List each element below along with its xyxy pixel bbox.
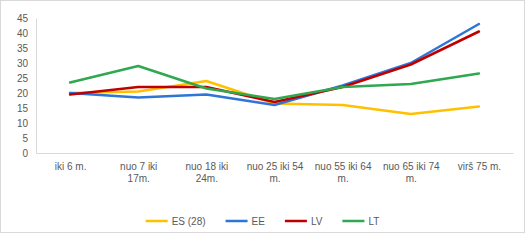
y-tick-label: 0 <box>22 148 28 159</box>
legend-item: ES (28) <box>146 216 206 227</box>
x-tick: nuo 55 iki 64m. <box>315 153 372 184</box>
y-tick: 0 <box>22 148 36 159</box>
plot-area <box>70 24 479 114</box>
y-tick: 35 <box>17 43 36 54</box>
y-tick-label: 5 <box>22 133 28 144</box>
x-tick: nuo 18 iki24m. <box>185 153 228 184</box>
x-tick: nuo 65 iki 74m. <box>383 153 440 184</box>
legend-swatch <box>146 220 168 223</box>
y-tick-label: 30 <box>17 58 29 69</box>
x-tick-label: nuo 55 iki 64m. <box>315 161 372 184</box>
legend-label: LT <box>368 216 379 227</box>
y-tick: 10 <box>17 118 36 129</box>
legend-label: EE <box>252 216 266 227</box>
x-tick-label: virš 75 m. <box>458 161 501 172</box>
chart-frame <box>1 1 525 233</box>
y-tick-label: 40 <box>17 28 29 39</box>
y-axis: 0 5 10 15 20 25 30 35 40 45 <box>17 13 37 159</box>
legend-swatch <box>342 220 364 223</box>
x-axis: iki 6 m. nuo 7 iki17m. nuo 18 iki24m. nuo 2… <box>37 153 514 184</box>
legend-item: LT <box>342 216 379 227</box>
legend-swatch <box>285 220 307 223</box>
legend-swatch <box>226 220 248 223</box>
legend-label: ES (28) <box>172 216 206 227</box>
x-tick-label: nuo 7 iki17m. <box>120 161 157 184</box>
series-line <box>70 66 479 99</box>
legend: ES (28) EE LV LT <box>146 216 380 227</box>
y-tick: 20 <box>17 88 36 99</box>
y-axis-line <box>36 19 37 154</box>
x-tick: virš 75 m. <box>458 153 501 172</box>
y-tick: 40 <box>17 28 36 39</box>
x-tick: iki 6 m. <box>55 153 87 172</box>
y-tick-label: 20 <box>17 88 29 99</box>
legend-item: LV <box>285 216 323 227</box>
y-tick: 30 <box>17 58 36 69</box>
legend-item: EE <box>226 216 266 227</box>
y-tick-label: 15 <box>17 103 29 114</box>
x-axis-line <box>37 153 514 154</box>
y-tick-label: 25 <box>17 73 29 84</box>
y-tick: 15 <box>17 103 36 114</box>
y-tick-label: 35 <box>17 43 29 54</box>
y-tick-label: 10 <box>17 118 29 129</box>
y-tick-label: 45 <box>17 13 29 24</box>
series-line <box>70 24 479 105</box>
series-line <box>70 32 479 103</box>
y-tick: 5 <box>22 133 36 144</box>
y-tick: 25 <box>17 73 36 84</box>
x-tick: nuo 7 iki17m. <box>120 153 157 184</box>
chart: 0 5 10 15 20 25 30 35 40 45 iki 6 m. nuo 7 iki17m. n… <box>0 0 525 233</box>
x-tick-label: nuo 65 iki 74m. <box>383 161 440 184</box>
x-tick: nuo 25 iki 54m. <box>247 153 304 184</box>
x-tick-label: nuo 18 iki24m. <box>185 161 228 184</box>
x-tick-label: iki 6 m. <box>55 161 87 172</box>
x-tick-label: nuo 25 iki 54m. <box>247 161 304 184</box>
legend-label: LV <box>311 216 323 227</box>
y-tick: 45 <box>17 13 36 24</box>
